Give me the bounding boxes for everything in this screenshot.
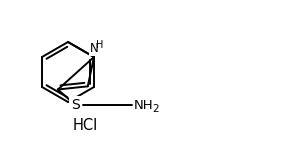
Text: 2: 2 [153, 105, 159, 114]
Text: H: H [96, 40, 104, 50]
Text: HCl: HCl [72, 119, 98, 133]
Text: NH: NH [134, 99, 154, 112]
Text: S: S [71, 98, 80, 112]
Text: N: N [90, 42, 98, 55]
